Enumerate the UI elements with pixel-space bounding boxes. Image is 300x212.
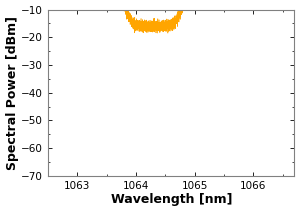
- X-axis label: Wavelength [nm]: Wavelength [nm]: [110, 193, 232, 206]
- Y-axis label: Spectral Power [dBm]: Spectral Power [dBm]: [6, 16, 19, 170]
